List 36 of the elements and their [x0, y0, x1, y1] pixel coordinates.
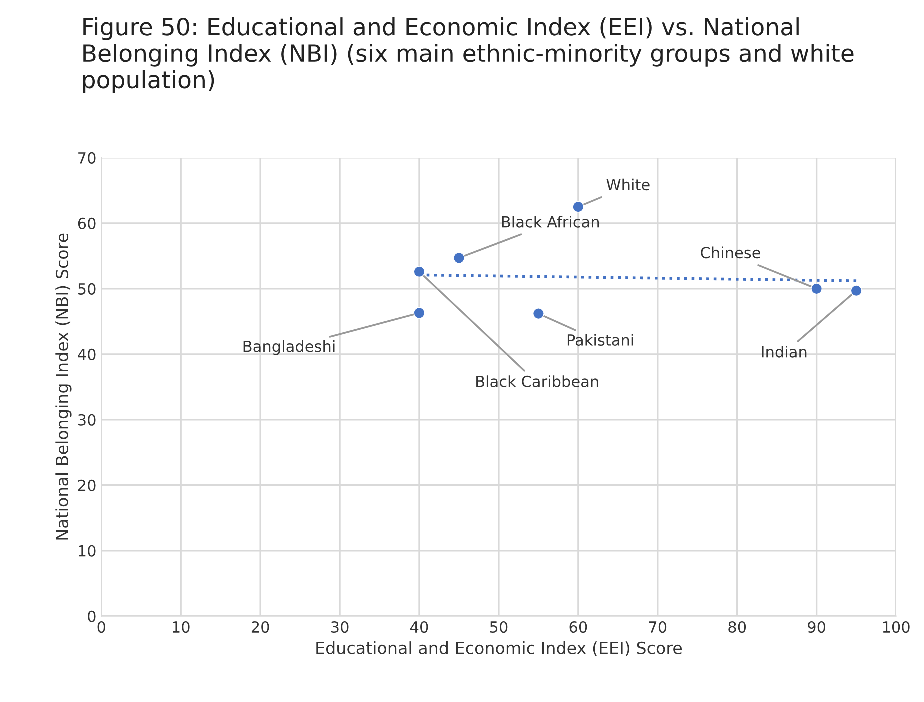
x-tick-label: 40: [410, 621, 428, 634]
point: [414, 266, 426, 278]
y-tick-label: 60: [78, 218, 96, 230]
x-tick-label: 60: [570, 621, 588, 634]
annotation: Pakistani: [568, 334, 634, 346]
x-tick-label: 0: [98, 621, 106, 634]
y-tick-label: 10: [79, 545, 96, 557]
annotation: Chinese: [701, 246, 760, 259]
point: [532, 308, 544, 320]
annotation: Black African: [502, 216, 600, 228]
chart-title: Figure 50: Educational and Economic Index (EEI) vs. National Belonging Index (NBI) (six main ethnic-minority groups and white population): [83, 18, 854, 94]
point: [414, 307, 426, 319]
x-axis-title: Educational and Economic Index (EEI) Score: [316, 642, 682, 656]
y-axis-title: National Belonging Index (NBI) Score: [56, 234, 72, 540]
annotation: Indian: [762, 346, 807, 358]
y-tick-label: 40: [78, 348, 96, 360]
y-tick-label: 20: [78, 480, 96, 492]
x-tick-label: 90: [808, 621, 826, 634]
annotation: Bangladeshi: [244, 340, 335, 356]
annotation: White: [606, 178, 650, 191]
point: [850, 285, 862, 297]
point: [454, 252, 465, 264]
x-tick-label: 70: [649, 621, 667, 634]
y-tick-label: 70: [78, 152, 96, 164]
point: [572, 201, 584, 213]
x-tick-label: 20: [252, 621, 270, 634]
annotation: Black Caribbean: [476, 376, 598, 388]
x-tick-label: 10: [173, 621, 190, 634]
point: [811, 283, 823, 295]
y-tick-label: 30: [78, 414, 96, 426]
x-tick-label: 80: [728, 621, 746, 634]
x-tick-label: 30: [331, 621, 349, 634]
y-tick-label: 50: [78, 283, 96, 295]
x-tick-label: 50: [490, 621, 508, 634]
y-tick-label: 0: [88, 610, 96, 622]
x-tick-label: 100: [883, 621, 910, 634]
